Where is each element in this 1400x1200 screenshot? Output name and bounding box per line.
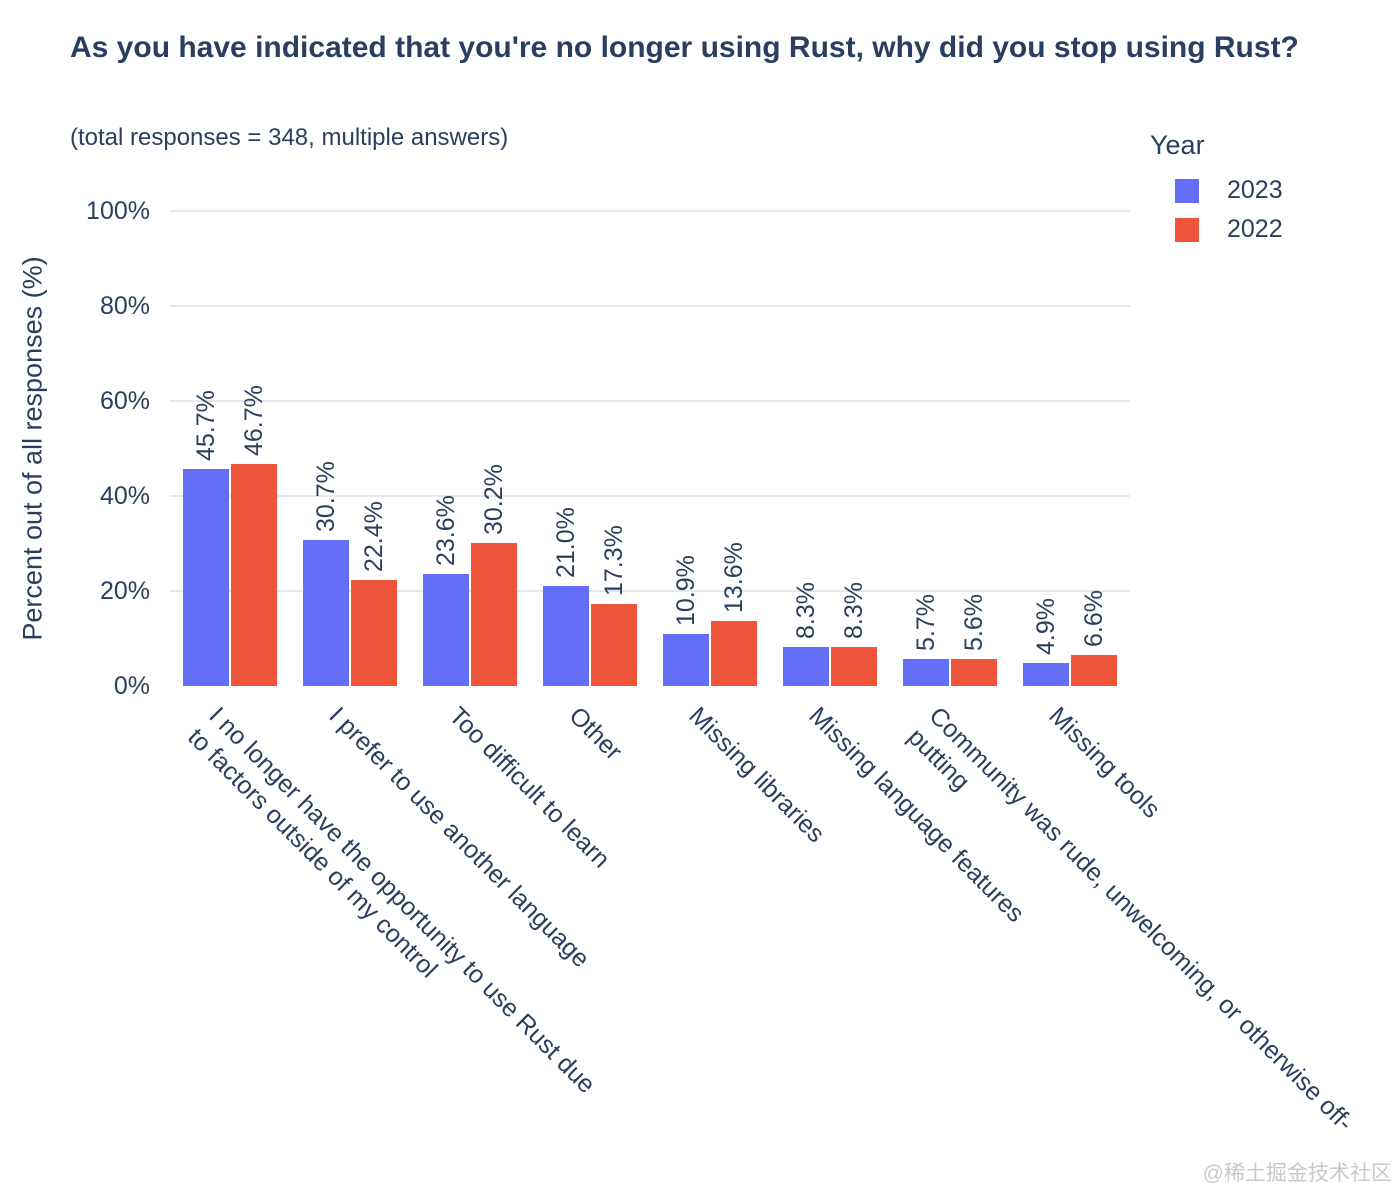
y-tick-label-40: 40%: [99, 482, 150, 510]
gridline-20: [170, 590, 1130, 592]
bar-2022-2[interactable]: [471, 542, 517, 686]
legend-swatch-2023-icon: [1175, 178, 1199, 203]
legend-label-2022: 2022: [1227, 215, 1283, 243]
bar-2023-7[interactable]: [1023, 662, 1069, 686]
bar-value-label-2022-5: 8.3%: [840, 581, 868, 639]
x-tick-label-3: Other: [563, 701, 628, 766]
watermark: @稀土掘金技术社区: [1202, 1162, 1392, 1185]
legend-swatch-2022-icon: [1175, 217, 1199, 242]
x-tick-label-7: Missing tools: [1043, 701, 1166, 824]
gridline-100: [170, 210, 1130, 212]
bar-2023-4[interactable]: [663, 634, 709, 686]
bar-value-label-2023-4: 10.9%: [672, 555, 700, 627]
bar-2023-1[interactable]: [303, 540, 349, 686]
x-tick-label-line: Missing tools: [1043, 701, 1166, 824]
bar-2022-6[interactable]: [951, 659, 997, 686]
bar-value-label-2023-5: 8.3%: [792, 581, 820, 639]
bar-value-label-2022-2: 30.2%: [480, 463, 508, 535]
chart-title: As you have indicated that you're no lon…: [70, 31, 1299, 64]
bar-2023-6[interactable]: [903, 658, 949, 686]
bar-value-label-2023-0: 45.7%: [192, 390, 220, 461]
bar-value-label-2022-3: 17.3%: [600, 524, 628, 596]
gridline-60: [170, 400, 1130, 402]
bar-value-label-2023-7: 4.9%: [1032, 597, 1060, 655]
bar-2023-5[interactable]: [783, 646, 829, 686]
bar-2023-3[interactable]: [543, 586, 589, 686]
bar-value-label-2022-0: 46.7%: [240, 385, 268, 457]
bar-2022-1[interactable]: [351, 579, 397, 686]
chart-subtitle: (total responses = 348, multiple answers…: [70, 124, 509, 151]
legend: Year 2023 2022: [1150, 130, 1283, 249]
bar-value-label-2022-7: 6.6%: [1080, 589, 1108, 647]
x-tick-label-line: Other: [563, 701, 628, 766]
bar-2022-4[interactable]: [711, 621, 757, 686]
legend-title: Year: [1150, 130, 1205, 160]
y-tick-label-20: 20%: [99, 577, 150, 605]
bar-2023-0[interactable]: [183, 468, 229, 686]
bar-2022-7[interactable]: [1071, 654, 1117, 686]
x-tick-label-line: I prefer to use another language: [323, 701, 595, 974]
bar-value-label-2022-6: 5.6%: [960, 594, 988, 652]
x-tick-label-1: I prefer to use another language: [323, 701, 596, 974]
bar-value-label-2023-6: 5.7%: [912, 593, 940, 651]
y-tick-label-0: 0%: [113, 672, 150, 700]
y-tick-label-60: 60%: [99, 387, 150, 415]
bar-value-label-2022-4: 13.6%: [720, 542, 748, 614]
legend-label-2023: 2023: [1227, 176, 1283, 204]
bar-value-label-2022-1: 22.4%: [360, 500, 388, 572]
y-tick-label-80: 80%: [99, 292, 150, 320]
x-tick-label-line: Community was rude, unwelcoming, or othe…: [923, 701, 1359, 1137]
gridline-40: [170, 495, 1130, 497]
bar-2023-2[interactable]: [423, 573, 469, 686]
legend-item-2022[interactable]: 2022: [1150, 210, 1283, 249]
bar-value-label-2023-3: 21.0%: [552, 507, 580, 579]
bar-2022-5[interactable]: [831, 646, 877, 686]
gridline-80: [170, 305, 1130, 307]
bar-2022-0[interactable]: [231, 464, 277, 686]
legend-item-2023[interactable]: 2023: [1150, 171, 1283, 210]
bar-value-label-2023-2: 23.6%: [432, 495, 460, 566]
bar-2022-3[interactable]: [591, 603, 637, 686]
y-tick-label-100: 100%: [86, 197, 150, 225]
bar-value-label-2023-1: 30.7%: [312, 461, 340, 533]
